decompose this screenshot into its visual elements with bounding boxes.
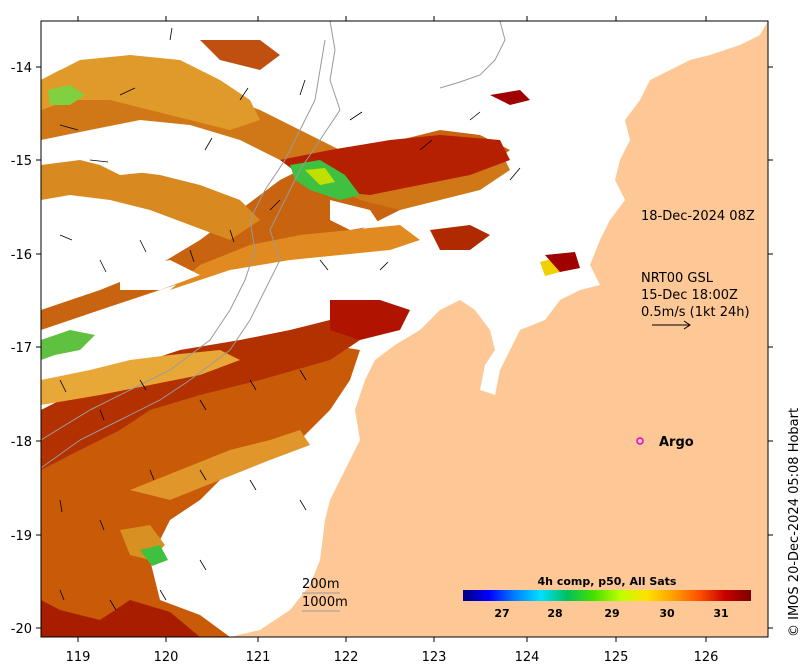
image-date-label: 18-Dec-2024 08Z: [641, 209, 755, 224]
lon-label: 124: [515, 650, 540, 665]
colorbar-title: 4h comp, p50, All Sats: [538, 575, 677, 588]
credit-text: © IMOS 20-Dec-2024 05:08 Hobart: [787, 408, 802, 637]
land-mass: [230, 21, 768, 637]
lon-label: 125: [604, 650, 629, 665]
lon-label: 119: [66, 650, 91, 665]
contour-200m-label: 200m: [302, 577, 339, 592]
lat-label: -18: [11, 435, 32, 450]
nrt-title: NRT00 GSL: [641, 271, 714, 286]
colorbar-tick: 30: [659, 607, 675, 620]
scale-arrowhead: [683, 320, 691, 330]
plot-frame: [40, 20, 769, 638]
lat-label: -15: [11, 154, 32, 169]
lat-label: -17: [11, 341, 32, 356]
argo-label: Argo: [659, 435, 694, 450]
colorbar-tick: 31: [713, 607, 728, 620]
nrt-time: 15-Dec 18:00Z: [641, 288, 738, 303]
lon-label: 121: [246, 650, 271, 665]
colorbar: 4h comp, p50, All Sats 27 28 29 30 31: [463, 575, 751, 620]
colorbar-tick: 27: [494, 607, 509, 620]
current-vectors: [59, 27, 521, 611]
colorbar-tick: 28: [547, 607, 562, 620]
plot-area: 4h comp, p50, All Sats 27 28 29 30 31: [41, 21, 768, 637]
argo-marker: [636, 437, 644, 445]
sst-layer: [41, 40, 580, 637]
lat-label: -16: [11, 248, 32, 263]
axis-ticks: [36, 16, 773, 642]
contour-1000m-label: 1000m: [302, 595, 348, 610]
lon-labels: 119 120 121 122 123 124 125 126: [66, 650, 719, 665]
lon-label: 123: [422, 650, 447, 665]
lat-label: -20: [11, 622, 32, 637]
lat-label: -14: [11, 61, 32, 76]
colorbar-gradient: [463, 590, 751, 601]
bathymetry-contours: [41, 21, 506, 469]
lon-label: 126: [694, 650, 719, 665]
lon-label: 120: [154, 650, 179, 665]
lon-label: 122: [334, 650, 359, 665]
nrt-scale: 0.5m/s (1kt 24h): [641, 305, 750, 320]
lat-labels: -14 -15 -16 -17 -18 -19 -20: [11, 61, 32, 637]
colorbar-tick: 29: [604, 607, 619, 620]
lat-label: -19: [11, 529, 32, 544]
